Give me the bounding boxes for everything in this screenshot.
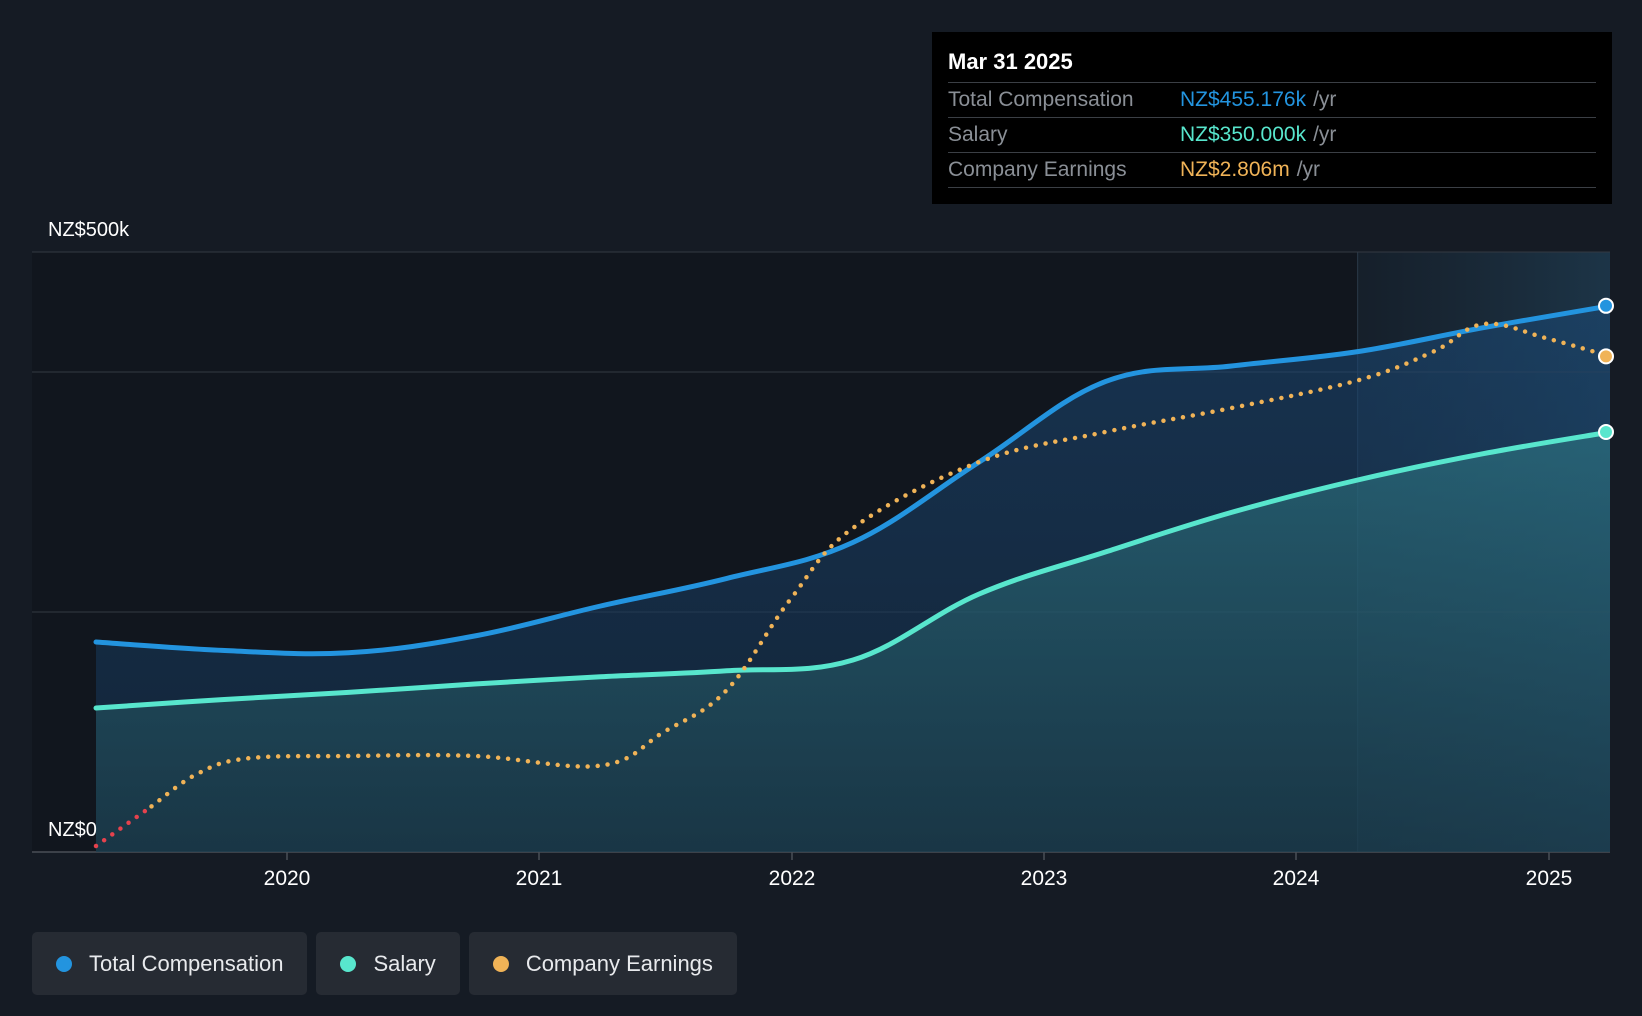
tooltip-date: Mar 31 2025 (948, 32, 1596, 83)
legend-label: Company Earnings (525, 950, 713, 976)
tooltip-unit: /yr (1313, 88, 1337, 111)
x-tick-label: 2022 (769, 867, 816, 890)
legend-label: Total Compensation (89, 950, 284, 976)
tooltip-value: NZ$2.806m (1180, 158, 1290, 181)
total-compensation-end-marker (1598, 297, 1614, 314)
legend-dot-icon (492, 955, 509, 972)
total-compensation-line (93, 303, 1613, 657)
x-tick-label: 2020 (264, 867, 311, 890)
legend-item-salary[interactable]: Salary (316, 932, 460, 995)
tooltip-value: NZ$350.000k (1180, 123, 1307, 146)
salary-area (96, 432, 1610, 852)
y-axis-top-label: NZ$500k (48, 219, 130, 241)
salary-end-marker (1598, 424, 1614, 440)
x-tick-label: 2024 (1273, 867, 1320, 890)
y-axis-bottom-label: NZ$0 (48, 819, 97, 841)
salary-line (93, 429, 1613, 711)
company-earnings-end-marker (1598, 348, 1614, 365)
legend-dot-icon (56, 955, 72, 972)
tooltip-row-salary: Salary NZ$350.000k /yr (948, 118, 1596, 153)
x-tick-label: 2025 (1526, 867, 1573, 890)
tooltip-unit: /yr (1313, 123, 1337, 146)
legend-item-total-compensation[interactable]: Total Compensation (32, 932, 308, 995)
tooltip-panel: Mar 31 2025 Total Compensation NZ$455.17… (932, 32, 1612, 204)
tooltip-unit: /yr (1296, 158, 1321, 181)
x-tick-label: 2021 (516, 867, 563, 890)
legend-dot-icon (340, 955, 357, 972)
tooltip-label: Company Earnings (948, 158, 1127, 181)
tooltip-value: NZ$455.176k (1180, 88, 1307, 111)
legend-item-company-earnings[interactable]: Company Earnings (468, 932, 737, 995)
legend-label: Salary (373, 950, 436, 976)
tooltip-label: Total Compensation (948, 88, 1134, 111)
chart-legend: Total Compensation Salary Company Earnin… (32, 932, 737, 995)
tooltip-row-total-compensation: Total Compensation NZ$455.176k /yr (948, 83, 1596, 118)
tooltip-row-company-earnings: Company Earnings NZ$2.806m /yr (948, 153, 1596, 188)
company-earnings-negative-line (93, 804, 154, 849)
x-tick-label: 2023 (1021, 867, 1068, 890)
tooltip-label: Salary (948, 123, 1008, 146)
